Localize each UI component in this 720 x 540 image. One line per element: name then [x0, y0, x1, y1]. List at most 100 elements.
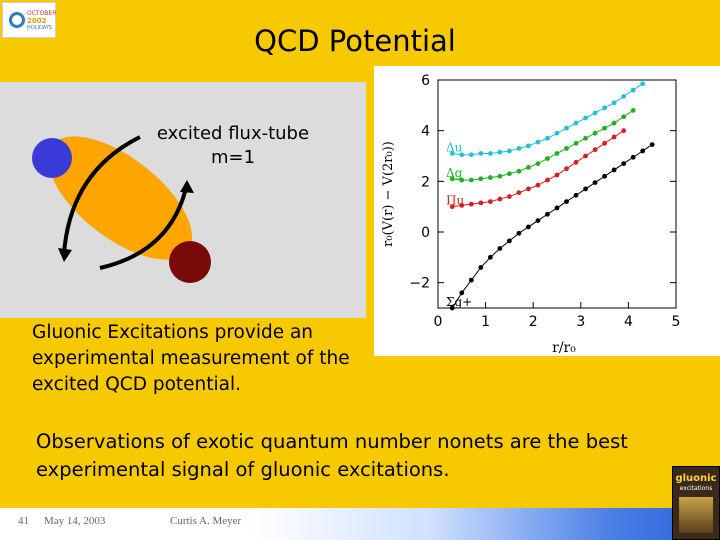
plot-frame	[437, 79, 677, 309]
data-point	[611, 100, 617, 106]
data-point	[468, 277, 474, 283]
flux-tube-label: excited flux-tube m=1	[156, 123, 310, 168]
data-point	[497, 196, 503, 202]
y-tick-label: 4	[421, 124, 430, 140]
x-tick-label: 3	[576, 314, 585, 330]
rotation-arrow-left	[62, 135, 141, 255]
data-point	[497, 149, 503, 155]
data-point	[535, 161, 541, 166]
book-title: gluonic	[675, 473, 717, 484]
logo-line-1: OCTOBER	[27, 10, 57, 17]
book-cover-image: gluonic excitations	[672, 466, 720, 540]
data-point	[449, 176, 455, 182]
data-point	[497, 246, 503, 251]
data-point	[564, 125, 569, 131]
arrowhead-right-icon	[180, 180, 194, 193]
data-point	[564, 199, 569, 205]
data-point	[478, 151, 484, 156]
footer-bar	[0, 508, 720, 540]
data-point	[640, 148, 646, 154]
arrowhead-left-icon	[58, 248, 72, 262]
data-point	[564, 166, 569, 172]
observations-text: Observations of exotic quantum number no…	[36, 430, 628, 481]
conference-logo: OCTOBER 2002 HOLIDAYS	[2, 2, 56, 38]
data-point	[592, 180, 598, 185]
data-point	[468, 152, 474, 158]
data-point	[621, 114, 627, 120]
data-point	[573, 192, 579, 198]
data-point	[487, 199, 493, 205]
data-point	[516, 146, 522, 151]
data-point	[526, 165, 531, 170]
book-cover-art	[679, 497, 713, 533]
data-point	[554, 151, 560, 156]
y-tick-label: 2	[421, 174, 430, 190]
data-point	[545, 135, 550, 141]
data-point	[459, 203, 465, 208]
x-tick-label: 0	[434, 314, 443, 330]
data-point	[573, 159, 579, 165]
data-point	[583, 115, 588, 121]
x-tick-label: 1	[481, 314, 490, 330]
flux-tube-shape	[47, 136, 193, 260]
data-point	[487, 151, 493, 156]
y-tick-label: −2	[409, 276, 430, 292]
data-point	[459, 177, 465, 183]
slide-title: QCD Potential	[254, 24, 456, 58]
data-point	[592, 147, 598, 153]
data-point	[487, 254, 493, 260]
flux-tube-illustration	[0, 82, 366, 318]
rotation-arrow-right	[99, 187, 188, 270]
y-axis-label: r₀(V(r) − V(2r₀))	[381, 141, 396, 247]
series-label: Δg	[446, 166, 463, 180]
data-point	[611, 120, 617, 126]
data-point	[583, 153, 588, 159]
data-point	[449, 305, 455, 311]
x-tick-label: 5	[672, 314, 681, 330]
x-tick-label: 4	[624, 314, 633, 330]
data-point	[602, 140, 607, 146]
data-point	[516, 190, 522, 196]
data-point	[507, 194, 512, 199]
data-point	[545, 156, 550, 161]
data-point	[507, 238, 512, 244]
footer-page-number: 41	[18, 515, 29, 527]
data-point	[478, 265, 484, 270]
gluonic-excitations-text: Gluonic Excitations provide an experimen…	[32, 322, 350, 395]
data-point	[545, 177, 550, 183]
data-point	[602, 125, 607, 131]
data-point	[630, 108, 636, 113]
data-point	[621, 161, 627, 166]
data-point	[526, 224, 531, 230]
data-point	[630, 87, 636, 93]
footer-date: May 14, 2003	[44, 515, 106, 527]
data-point	[592, 130, 598, 136]
data-point	[611, 167, 617, 173]
data-point	[554, 205, 560, 211]
data-point	[497, 173, 503, 179]
logo-line-3: HOLIDAYS	[27, 25, 52, 31]
book-subtitle: excitations	[679, 485, 713, 492]
y-tick-label: 0	[421, 225, 430, 241]
data-point	[449, 151, 455, 156]
data-point	[602, 105, 607, 111]
series-label: Πu	[446, 194, 464, 208]
data-point	[459, 152, 465, 158]
data-point	[640, 81, 646, 87]
data-point	[535, 182, 541, 188]
data-point	[535, 139, 541, 145]
series-line	[451, 144, 653, 309]
data-point	[573, 120, 579, 126]
footer-author: Curtis A. Meyer	[170, 515, 242, 527]
qcd-potential-plot: 0 1 2 3 4 5 −2 0 2 4 6 r/r₀ r₀(V(r) − V(2r₀)) Σg+ Πu Δg…	[374, 66, 720, 356]
data-point	[507, 171, 512, 177]
data-point	[526, 186, 531, 192]
y-tick-label: 6	[421, 73, 430, 89]
plot-svg: 0 1 2 3 4 5 −2 0 2 4 6 r/r₀ r₀(V(r) − V(2r₀)) Σg+ Πu Δg…	[381, 73, 681, 356]
flux-tube-drawing	[32, 135, 211, 283]
data-point	[516, 230, 522, 236]
x-tick-label: 2	[529, 314, 538, 330]
data-point	[468, 201, 474, 207]
data-point	[564, 146, 569, 151]
data-point	[535, 218, 541, 224]
